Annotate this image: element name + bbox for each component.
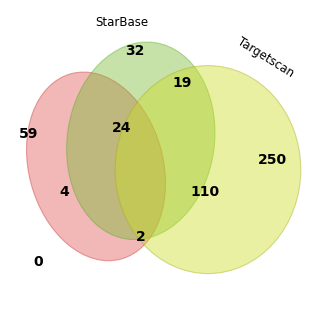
Text: 4: 4 xyxy=(59,185,69,199)
Ellipse shape xyxy=(115,66,301,274)
Text: 250: 250 xyxy=(257,153,287,167)
Text: 110: 110 xyxy=(190,185,220,199)
Text: 24: 24 xyxy=(112,121,131,135)
Text: 59: 59 xyxy=(19,127,38,141)
Text: Targetscan: Targetscan xyxy=(235,35,296,80)
Ellipse shape xyxy=(67,42,215,240)
Text: 32: 32 xyxy=(125,44,144,58)
Text: 19: 19 xyxy=(173,76,192,90)
Text: 2: 2 xyxy=(136,230,146,244)
Ellipse shape xyxy=(27,72,165,261)
Text: StarBase: StarBase xyxy=(95,16,148,29)
Text: 0: 0 xyxy=(34,255,43,269)
